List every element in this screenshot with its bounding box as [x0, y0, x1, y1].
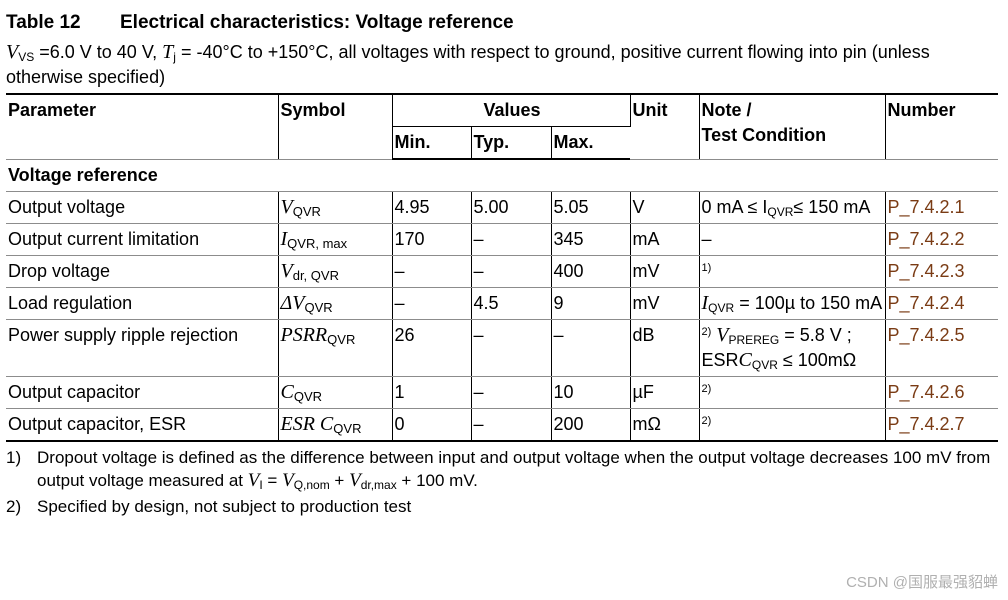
header-typ: Typ.	[471, 126, 552, 160]
param-number: P_7.4.2.7	[885, 408, 998, 442]
table-row: Power supply ripple rejection PSRRQVR 26…	[6, 319, 998, 377]
note-cell: 2)	[699, 376, 886, 409]
note-cell: 2) VPREREG = 5.8 V ; ESRCQVR ≤ 100mΩ	[699, 319, 886, 377]
param-number: P_7.4.2.2	[885, 223, 998, 256]
header-parameter: Parameter	[6, 93, 279, 160]
param-number: P_7.4.2.6	[885, 376, 998, 409]
section-row: Voltage reference	[6, 159, 998, 192]
document: Table 12 Electrical characteristics: Volt…	[6, 10, 1000, 521]
header-symbol: Symbol	[278, 93, 393, 160]
conditions: VVS =6.0 V to 40 V, Tj = -40°C to +150°C…	[6, 41, 930, 87]
header-row: Parameter Symbol Values Unit Note / Test …	[6, 93, 998, 160]
header-max: Max.	[551, 126, 630, 160]
param-number: P_7.4.2.3	[885, 255, 998, 288]
header-values: Values	[392, 93, 631, 127]
header-note: Note / Test Condition	[699, 93, 886, 160]
symbol-cell: IQVR, max	[278, 223, 393, 256]
symbol-cell: PSRRQVR	[278, 319, 393, 377]
characteristics-table: Parameter Symbol Values Unit Note / Test …	[6, 93, 998, 442]
param-number: P_7.4.2.5	[885, 319, 998, 377]
header-unit: Unit	[630, 93, 700, 160]
header-min: Min.	[392, 126, 472, 160]
symbol-cell: ΔVQVR	[278, 287, 393, 320]
table-row: Output voltage VQVR 4.95 5.00 5.05 V 0 m…	[6, 191, 998, 224]
watermark: CSDN @国服最强貂蝉	[846, 574, 998, 591]
subheader-row: Min. Typ. Max.	[6, 126, 998, 160]
table-row: Output current limitation IQVR, max 170 …	[6, 223, 998, 256]
note-cell: 0 mA ≤ IQVR≤ 150 mA	[699, 191, 886, 224]
table-title-text: Electrical characteristics: Voltage refe…	[120, 12, 514, 33]
section-title: Voltage reference	[6, 159, 998, 192]
symbol-cell: CQVR	[278, 376, 393, 409]
symbol-cell: ESR CQVR	[278, 408, 393, 442]
table-number: Table 12	[6, 12, 81, 33]
param-number: P_7.4.2.1	[885, 191, 998, 224]
param-number: P_7.4.2.4	[885, 287, 998, 320]
table-row: Load regulation ΔVQVR – 4.5 9 mV IQVR = …	[6, 287, 998, 320]
table-row: Output capacitor, ESR ESR CQVR 0 – 200 m…	[6, 408, 998, 442]
table-title: Table 12 Electrical characteristics: Volt…	[6, 10, 1000, 36]
table-row: Output capacitor CQVR 1 – 10 µF 2) P_7.4…	[6, 376, 998, 409]
footnote-1: 1) Dropout voltage is defined as the dif…	[6, 448, 991, 492]
table-row: Drop voltage Vdr, QVR – – 400 mV 1) P_7.…	[6, 255, 998, 288]
footnotes: 1) Dropout voltage is defined as the dif…	[6, 446, 1000, 518]
symbol-cell: Vdr, QVR	[278, 255, 393, 288]
note-cell: –	[699, 223, 886, 256]
note-cell: 2)	[699, 408, 886, 442]
footnote-2: 2) Specified by design, not subject to p…	[6, 497, 412, 516]
header-number: Number	[885, 93, 998, 160]
symbol-cell: VQVR	[278, 191, 393, 224]
note-cell: IQVR = 100µ to 150 mA	[699, 287, 886, 320]
note-cell: 1)	[699, 255, 886, 288]
